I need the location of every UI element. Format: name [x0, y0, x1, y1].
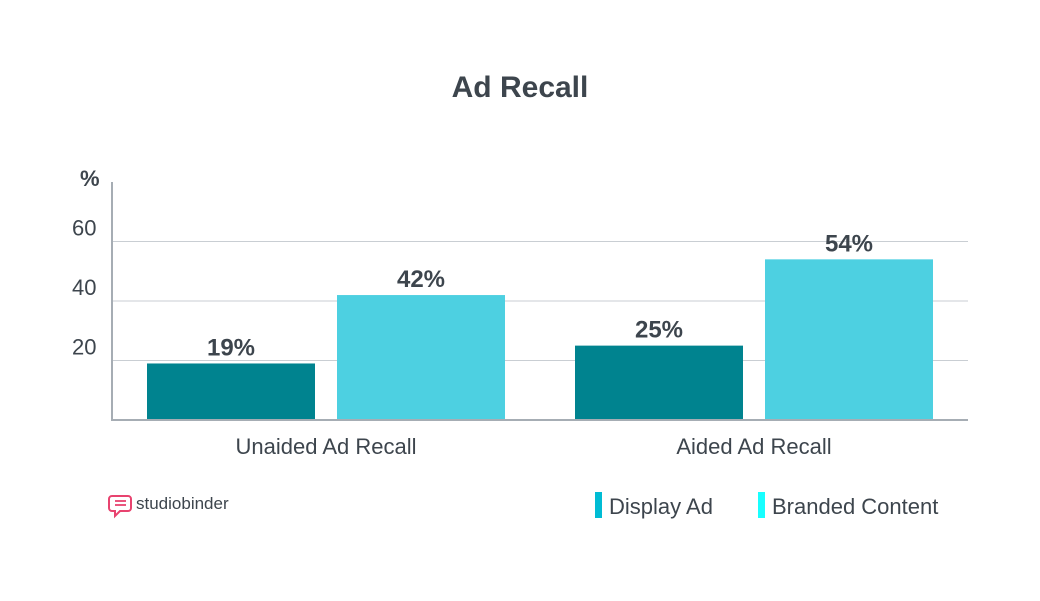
y-tick-label-60: 60 [72, 216, 96, 241]
category-label-0: Unaided Ad Recall [235, 434, 416, 459]
data-label-0-1: 25% [635, 317, 683, 344]
bars [147, 259, 933, 420]
brand-logo: studiobinder [108, 494, 229, 519]
brand-name-binder: binder [181, 494, 229, 513]
bar-0-0 [147, 363, 315, 420]
legend-swatch-1 [758, 492, 765, 518]
bar-1-0 [337, 295, 505, 420]
data-label-1-0: 42% [397, 266, 445, 293]
category-label-1: Aided Ad Recall [676, 434, 831, 459]
chart-title: Ad Recall [452, 71, 589, 104]
y-tick-label-20: 20 [72, 335, 96, 360]
category-labels: Unaided Ad Recall Aided Ad Recall [235, 434, 831, 459]
brand-name-studio: studio [136, 494, 181, 513]
legend-label-0: Display Ad [609, 494, 713, 519]
svg-text:studiobinder: studiobinder [136, 494, 229, 513]
data-label-0-0: 19% [207, 334, 255, 361]
legend-swatch-0 [595, 492, 602, 518]
y-axis-ticks: 20 40 60 [72, 216, 96, 360]
data-label-1-1: 54% [825, 230, 873, 257]
speech-bubble-icon [108, 495, 132, 519]
legend: Display Ad Branded Content [595, 492, 938, 519]
data-labels: 19% 42% 25% 54% [207, 230, 873, 361]
legend-label-1: Branded Content [772, 494, 938, 519]
y-axis-unit-label: % [80, 166, 100, 191]
bar-0-1 [575, 345, 743, 420]
bar-1-1 [765, 259, 933, 420]
y-tick-label-40: 40 [72, 275, 96, 300]
